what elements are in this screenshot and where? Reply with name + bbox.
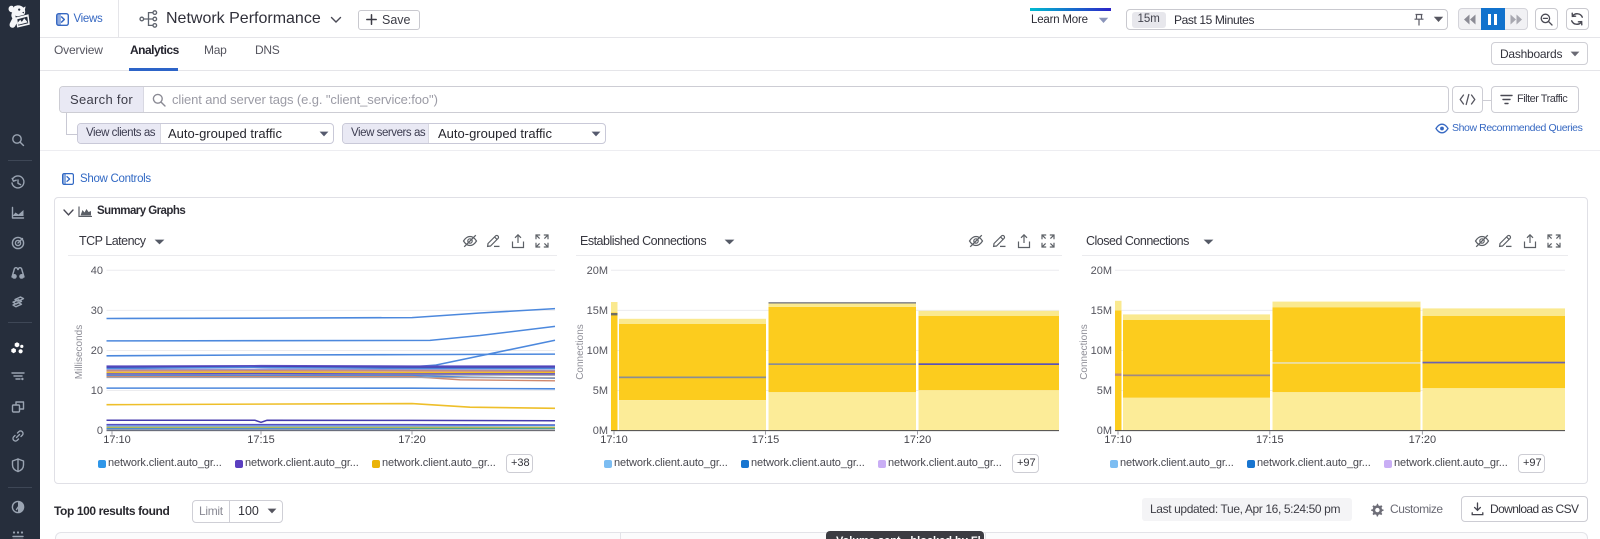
svg-text:10M: 10M — [1091, 345, 1112, 357]
svg-text:17:15: 17:15 — [752, 434, 780, 446]
svg-text:17:10: 17:10 — [103, 434, 131, 446]
svg-text:17:15: 17:15 — [1256, 434, 1284, 446]
svg-text:15M: 15M — [587, 305, 608, 317]
svg-text:17:15: 17:15 — [247, 434, 275, 446]
svg-text:17:10: 17:10 — [600, 434, 628, 446]
svg-text:17:20: 17:20 — [904, 434, 932, 446]
svg-text:10M: 10M — [587, 345, 608, 357]
svg-text:30: 30 — [91, 305, 103, 317]
svg-text:20: 20 — [91, 345, 103, 357]
svg-text:17:20: 17:20 — [398, 434, 426, 446]
svg-text:0: 0 — [97, 425, 103, 437]
svg-text:15M: 15M — [1091, 305, 1112, 317]
svg-text:5M: 5M — [593, 385, 608, 397]
svg-text:5M: 5M — [1097, 385, 1112, 397]
svg-text:17:10: 17:10 — [1104, 434, 1132, 446]
svg-text:40: 40 — [91, 265, 103, 277]
svg-text:0M: 0M — [593, 425, 608, 437]
svg-text:Connections: Connections — [575, 324, 586, 380]
svg-text:Milliseconds: Milliseconds — [74, 325, 85, 379]
svg-text:10: 10 — [91, 385, 103, 397]
svg-text:0M: 0M — [1097, 425, 1112, 437]
svg-text:17:20: 17:20 — [1409, 434, 1437, 446]
svg-text:20M: 20M — [587, 265, 608, 277]
svg-text:20M: 20M — [1091, 265, 1112, 277]
svg-text:Connections: Connections — [1079, 324, 1090, 380]
